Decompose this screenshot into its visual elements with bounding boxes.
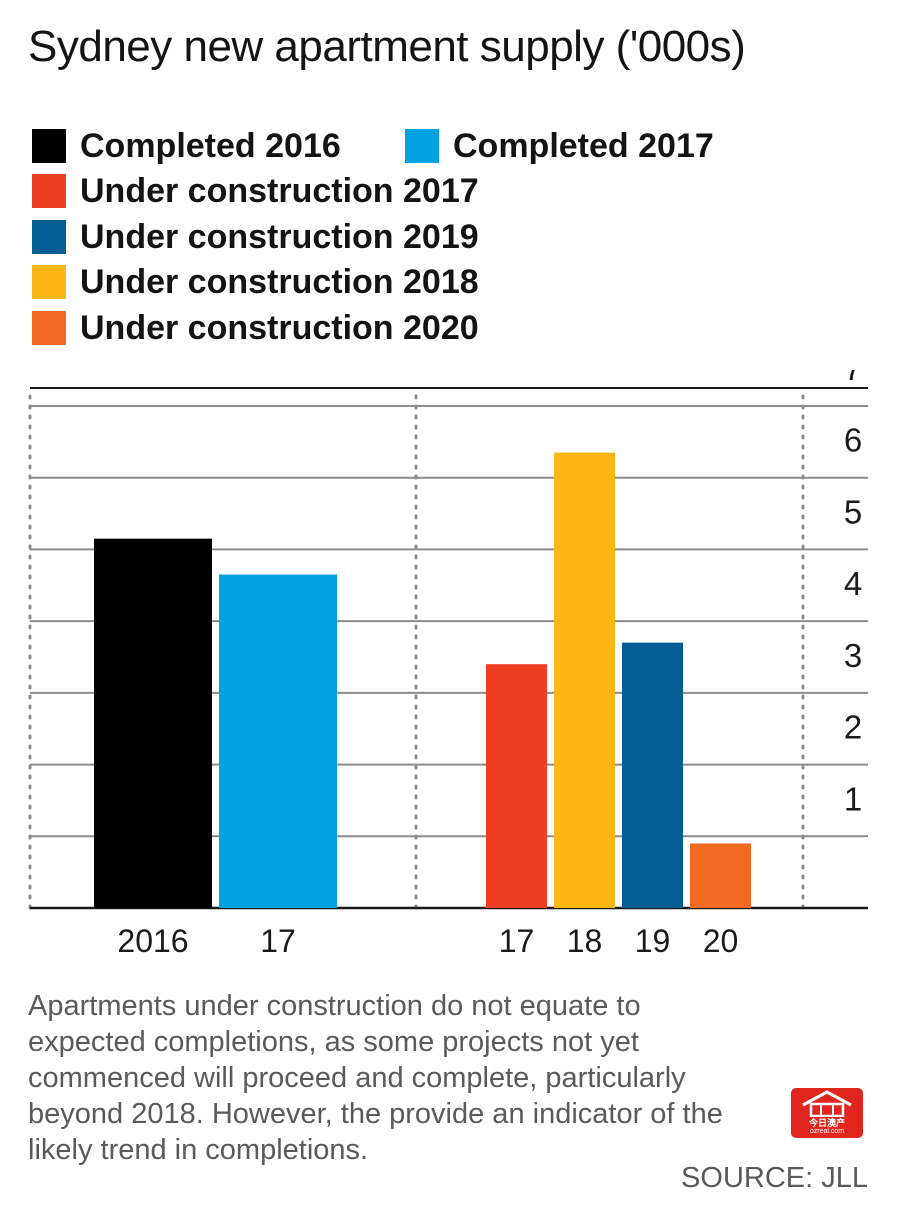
x-tick-label: 17 [499, 923, 535, 959]
legend-swatch [32, 265, 66, 299]
legend-label: Under construction 2020 [80, 308, 479, 347]
y-tick-label: 2 [844, 709, 862, 746]
legend-label: Under construction 2017 [80, 171, 479, 210]
bar-under-construction-2020 [690, 843, 751, 908]
footnote: Apartments under construction do not equ… [28, 990, 723, 1166]
x-tick-label: 18 [567, 923, 603, 959]
y-tick-label: 1 [844, 780, 862, 817]
y-tick-label: 3 [844, 637, 862, 674]
y-tick-label: 6 [844, 422, 862, 459]
legend-item-under-construction-2017: Under construction 2017 [32, 171, 479, 211]
x-tick-label: 17 [260, 923, 296, 959]
bar-chart: 1 2 3 4 5 6 7 2016 17 17 18 19 20 [28, 370, 868, 959]
legend-item-completed-2017: Completed 2017 [405, 126, 714, 166]
ozreal-logo: 今日澳产 ozreal.com [791, 1088, 863, 1138]
logo-text: 今日澳产 [808, 1118, 845, 1128]
chart-title: Sydney new apartment supply ('000s) [28, 22, 746, 71]
y-tick-label: 5 [844, 493, 862, 530]
legend-item-under-construction-2019: Under construction 2019 [32, 217, 479, 257]
bars [94, 452, 751, 908]
legend-label: Completed 2016 [80, 126, 341, 165]
legend-swatch [32, 129, 66, 163]
y-tick-label: 7 [844, 370, 862, 387]
legend-item-under-construction-2020: Under construction 2020 [32, 308, 479, 348]
x-tick-label: 2016 [117, 923, 188, 959]
bar-completed-2017 [219, 574, 337, 908]
y-axis-ticks: 1 2 3 4 5 6 7 [844, 370, 862, 817]
legend-swatch [32, 311, 66, 345]
legend-item-under-construction-2018: Under construction 2018 [32, 262, 479, 302]
legend-swatch [405, 129, 439, 163]
house-icon [802, 1090, 852, 1117]
y-tick-label: 4 [844, 565, 862, 602]
bar-under-construction-2018 [554, 452, 615, 908]
legend-swatch [32, 174, 66, 208]
x-axis-ticks: 2016 17 17 18 19 20 [117, 923, 738, 959]
legend-item-completed-2016: Completed 2016 [32, 126, 341, 166]
bar-completed-2016 [94, 538, 212, 908]
bar-under-construction-2019 [622, 642, 683, 908]
bar-under-construction-2017 [486, 664, 547, 908]
x-tick-label: 19 [635, 923, 671, 959]
logo-subtext: ozreal.com [809, 1128, 845, 1135]
legend-swatch [32, 220, 66, 254]
legend-label: Completed 2017 [453, 126, 714, 165]
x-tick-label: 20 [703, 923, 739, 959]
source-credit: SOURCE: JLL [681, 1162, 868, 1194]
legend-label: Under construction 2018 [80, 262, 479, 301]
legend-label: Under construction 2019 [80, 217, 479, 256]
